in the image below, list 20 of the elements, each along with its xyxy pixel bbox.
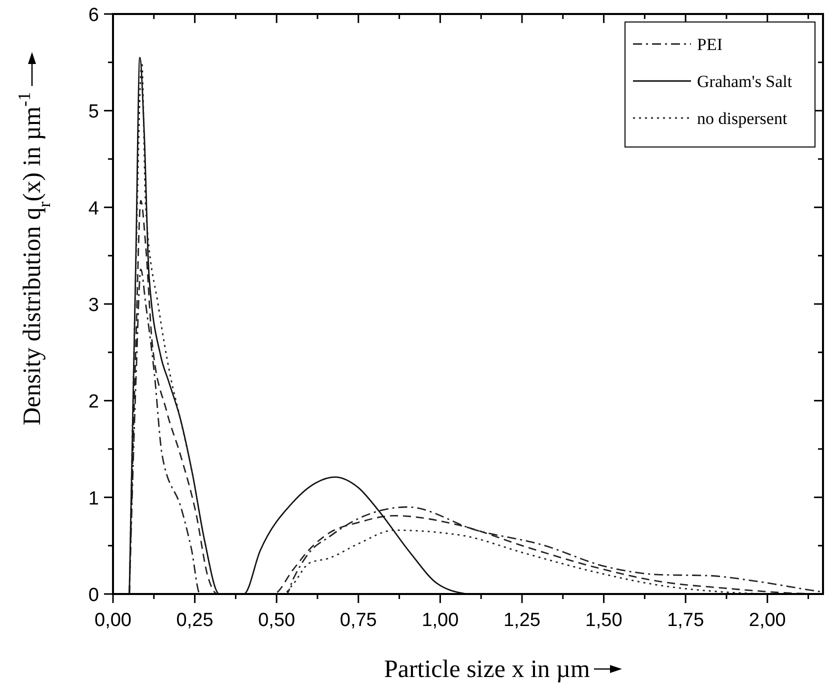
y-tick-label: 3 [88,295,99,316]
y-tick-label: 0 [88,585,99,606]
y-tick-label: 5 [88,102,99,123]
x-tick-label: 0,75 [340,610,377,631]
y-tick-label: 2 [88,392,99,413]
y-tick-label: 1 [88,488,99,510]
x-tick-label: 0,00 [94,610,132,631]
legend-label: PEI [697,35,723,54]
y-tick-label: 4 [88,198,100,220]
legend-label: Graham's Salt [697,72,792,91]
x-axis-title: Particle size x in µm [384,656,591,683]
legend-label: no dispersent [697,109,788,128]
y-tick-label: 6 [88,5,99,26]
x-tick-label: 2,00 [748,610,786,631]
x-tick-label: 1,75 [667,610,704,631]
x-tick-label: 0,50 [258,610,296,631]
x-tick-label: 1,50 [585,610,622,631]
x-tick-label: 1,00 [422,610,459,631]
x-tick-label: 0,25 [176,610,214,631]
x-tick-label: 1,25 [503,610,540,631]
